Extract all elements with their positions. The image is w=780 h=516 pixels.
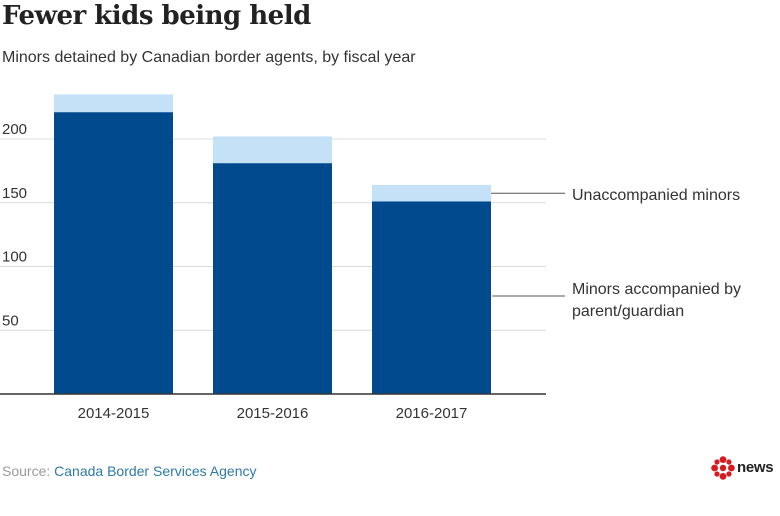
bar-unaccompanied [372,184,491,202]
x-tick-label: 2016-2017 [396,405,468,422]
legend-label-accompanied-line2: parent/guardian [572,303,684,320]
x-tick-label: 2015-2016 [237,405,309,422]
y-tick-label: 50 [2,312,19,329]
cbc-news-logo: news [711,456,780,482]
logo-word: news [737,459,774,476]
y-tick-label: 200 [2,121,27,138]
bar-unaccompanied [213,136,332,164]
source-org: Canada Border Services Agency [54,463,257,479]
bar-accompanied [213,163,332,394]
cbc-gem-icon [711,456,735,480]
source-note: Source: Canada Border Services Agency [2,463,256,479]
legend-label-unaccompanied: Unaccompanied minors [572,187,740,204]
x-tick-label: 2014-2015 [78,405,150,422]
chart-subtitle: Minors detained by Canadian border agent… [2,49,416,66]
chart-title: Fewer kids being held [2,1,311,31]
chart-area: 50 100 150 200 2014-2015 2015-2016 2016-2017 Un… [0,94,741,422]
legend-label-accompanied-line1: Minors accompanied by [572,281,741,298]
source-label: Source: [2,463,55,479]
y-tick-label: 150 [2,185,27,202]
bar-accompanied [372,201,491,394]
bar-unaccompanied [54,94,173,113]
bar-accompanied [54,112,173,394]
y-tick-label: 100 [2,249,27,266]
